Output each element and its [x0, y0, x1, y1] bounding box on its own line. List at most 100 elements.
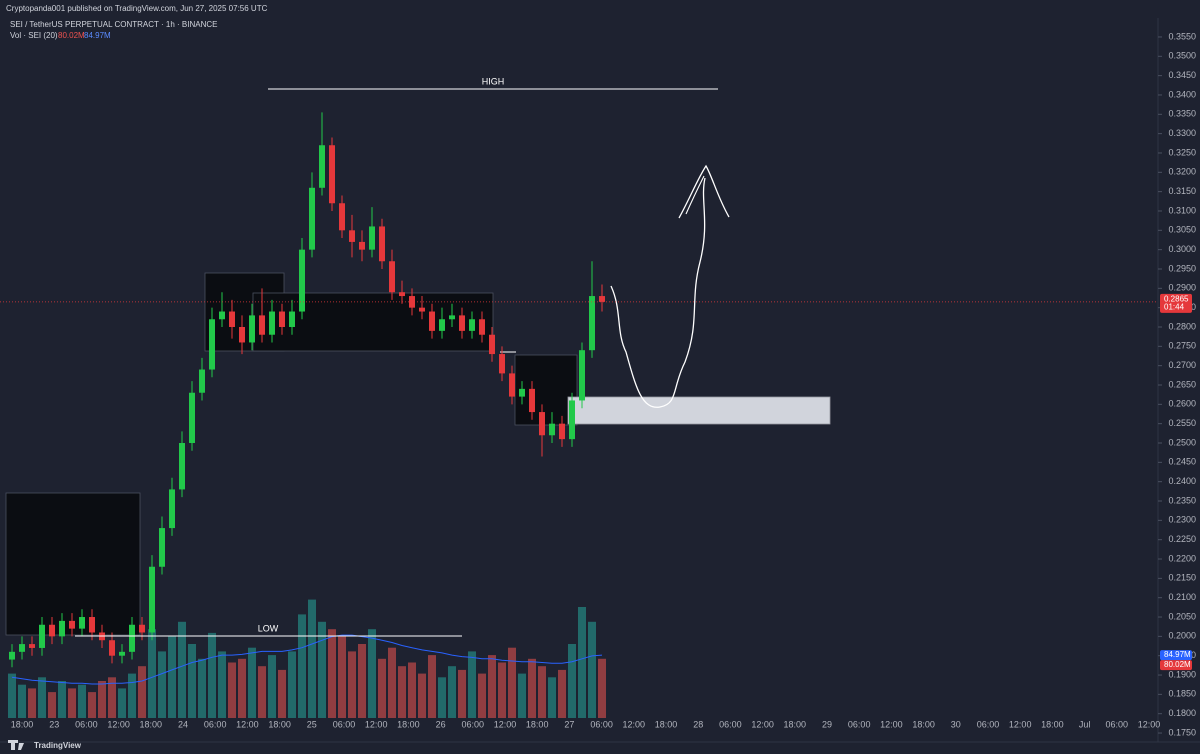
x-tick-label: 18:00 [268, 719, 291, 729]
candle-body [89, 617, 95, 633]
volume-bar [108, 677, 116, 718]
x-tick-label: 18:00 [526, 719, 549, 729]
y-tick-label: 0.3500 [1168, 51, 1196, 61]
candle-body [349, 230, 355, 242]
volume-bar [458, 669, 466, 718]
x-tick-label: 18:00 [784, 719, 807, 729]
volume-bar [328, 629, 336, 718]
volume-bar [238, 658, 246, 718]
volume-bar [128, 673, 136, 718]
x-tick-label: 06:00 [1106, 719, 1129, 729]
volume-bar [588, 621, 596, 718]
x-tick-label: 06:00 [462, 719, 485, 729]
volume-bar [428, 655, 436, 718]
y-tick-label: 0.2650 [1168, 379, 1196, 389]
x-tick-label: 25 [307, 719, 317, 729]
x-tick-label: 27 [564, 719, 574, 729]
y-tick-label: 0.3350 [1168, 109, 1196, 119]
y-tick-label: 0.2500 [1168, 437, 1196, 447]
volume-bar [188, 644, 196, 718]
candle-body [19, 644, 25, 652]
volume-bar [478, 673, 486, 718]
candle-body [489, 334, 495, 355]
y-tick-label: 0.2450 [1168, 457, 1196, 467]
candle-body [299, 249, 305, 312]
zone-box [514, 354, 578, 426]
volume-bar [358, 644, 366, 718]
volume-bar [218, 651, 226, 718]
volume-bar [408, 662, 416, 718]
candle-body [439, 319, 445, 331]
y-tick-label: 0.1850 [1168, 689, 1196, 699]
y-tick-label: 0.3150 [1168, 186, 1196, 196]
volume-bar [538, 666, 546, 718]
volume-layer [8, 599, 606, 718]
x-tick-label: 12:00 [365, 719, 388, 729]
y-tick-label: 0.1750 [1168, 727, 1196, 737]
volume-bar [258, 666, 266, 718]
candle-body [449, 315, 455, 320]
volume-bar [168, 636, 176, 718]
candle-body [29, 644, 35, 648]
volume-bar [198, 658, 206, 718]
volume-ma-value: 84.97M [84, 31, 111, 40]
y-tick-label: 0.2550 [1168, 418, 1196, 428]
candle-body [549, 423, 555, 436]
y-tick-label: 0.3300 [1168, 128, 1196, 138]
volume-bar [598, 658, 606, 718]
candle-body [569, 400, 575, 440]
candle-body [269, 311, 275, 335]
volume-bar [288, 651, 296, 718]
volume-bar [578, 607, 586, 718]
candle-body [499, 354, 505, 374]
volume-title: Vol · SEI (20) [10, 31, 58, 40]
volume-bar [498, 662, 506, 718]
volume-bar [568, 644, 576, 718]
volume-bar [308, 599, 316, 718]
candle-body [389, 261, 395, 293]
volume-bar [228, 662, 236, 718]
x-tick-label: 18:00 [655, 719, 678, 729]
candle-body [309, 187, 315, 250]
y-tick-label: 0.3050 [1168, 225, 1196, 235]
volume-ma-line [11, 634, 603, 685]
volume-bar [148, 629, 156, 718]
projection-arrow [685, 175, 705, 215]
volume-bar [378, 658, 386, 718]
x-tick-label: 12:00 [623, 719, 646, 729]
x-tick-label: 26 [436, 719, 446, 729]
candle-body [539, 412, 545, 436]
x-tick-label: 06:00 [977, 719, 1000, 729]
candle-body [139, 624, 145, 633]
x-tick-label: 12:00 [1138, 719, 1161, 729]
volume-bar [68, 688, 76, 718]
candle-body [259, 315, 265, 335]
candle-body [169, 489, 175, 529]
candle-body [529, 388, 535, 413]
volume-bar [558, 669, 566, 718]
y-tick-label: 0.2350 [1168, 495, 1196, 505]
y-tick-label: 0.2150 [1168, 573, 1196, 583]
candle-body [599, 296, 605, 302]
x-tick-label: 18:00 [140, 719, 163, 729]
volume-bar [278, 669, 286, 718]
x-tick-label: 18:00 [397, 719, 420, 729]
volume-ma-tag-label: 84.97M [1164, 650, 1191, 659]
candle-body [319, 145, 325, 188]
candle-body [9, 651, 15, 660]
volume-bar [418, 673, 426, 718]
x-tick-label: 06:00 [590, 719, 613, 729]
candle-body [59, 620, 65, 637]
x-tick-label: Jul [1079, 719, 1091, 729]
x-tick-label: 12:00 [880, 719, 903, 729]
candle-body [209, 319, 215, 370]
candle-body [329, 145, 335, 204]
candle-body [589, 296, 595, 351]
candle-body [459, 315, 465, 331]
volume-bar [268, 655, 276, 718]
y-tick-label: 0.2700 [1168, 360, 1196, 370]
volume-bar [98, 681, 106, 718]
candle-body [579, 350, 585, 401]
volume-bar [368, 629, 376, 718]
x-tick-label: 06:00 [75, 719, 98, 729]
